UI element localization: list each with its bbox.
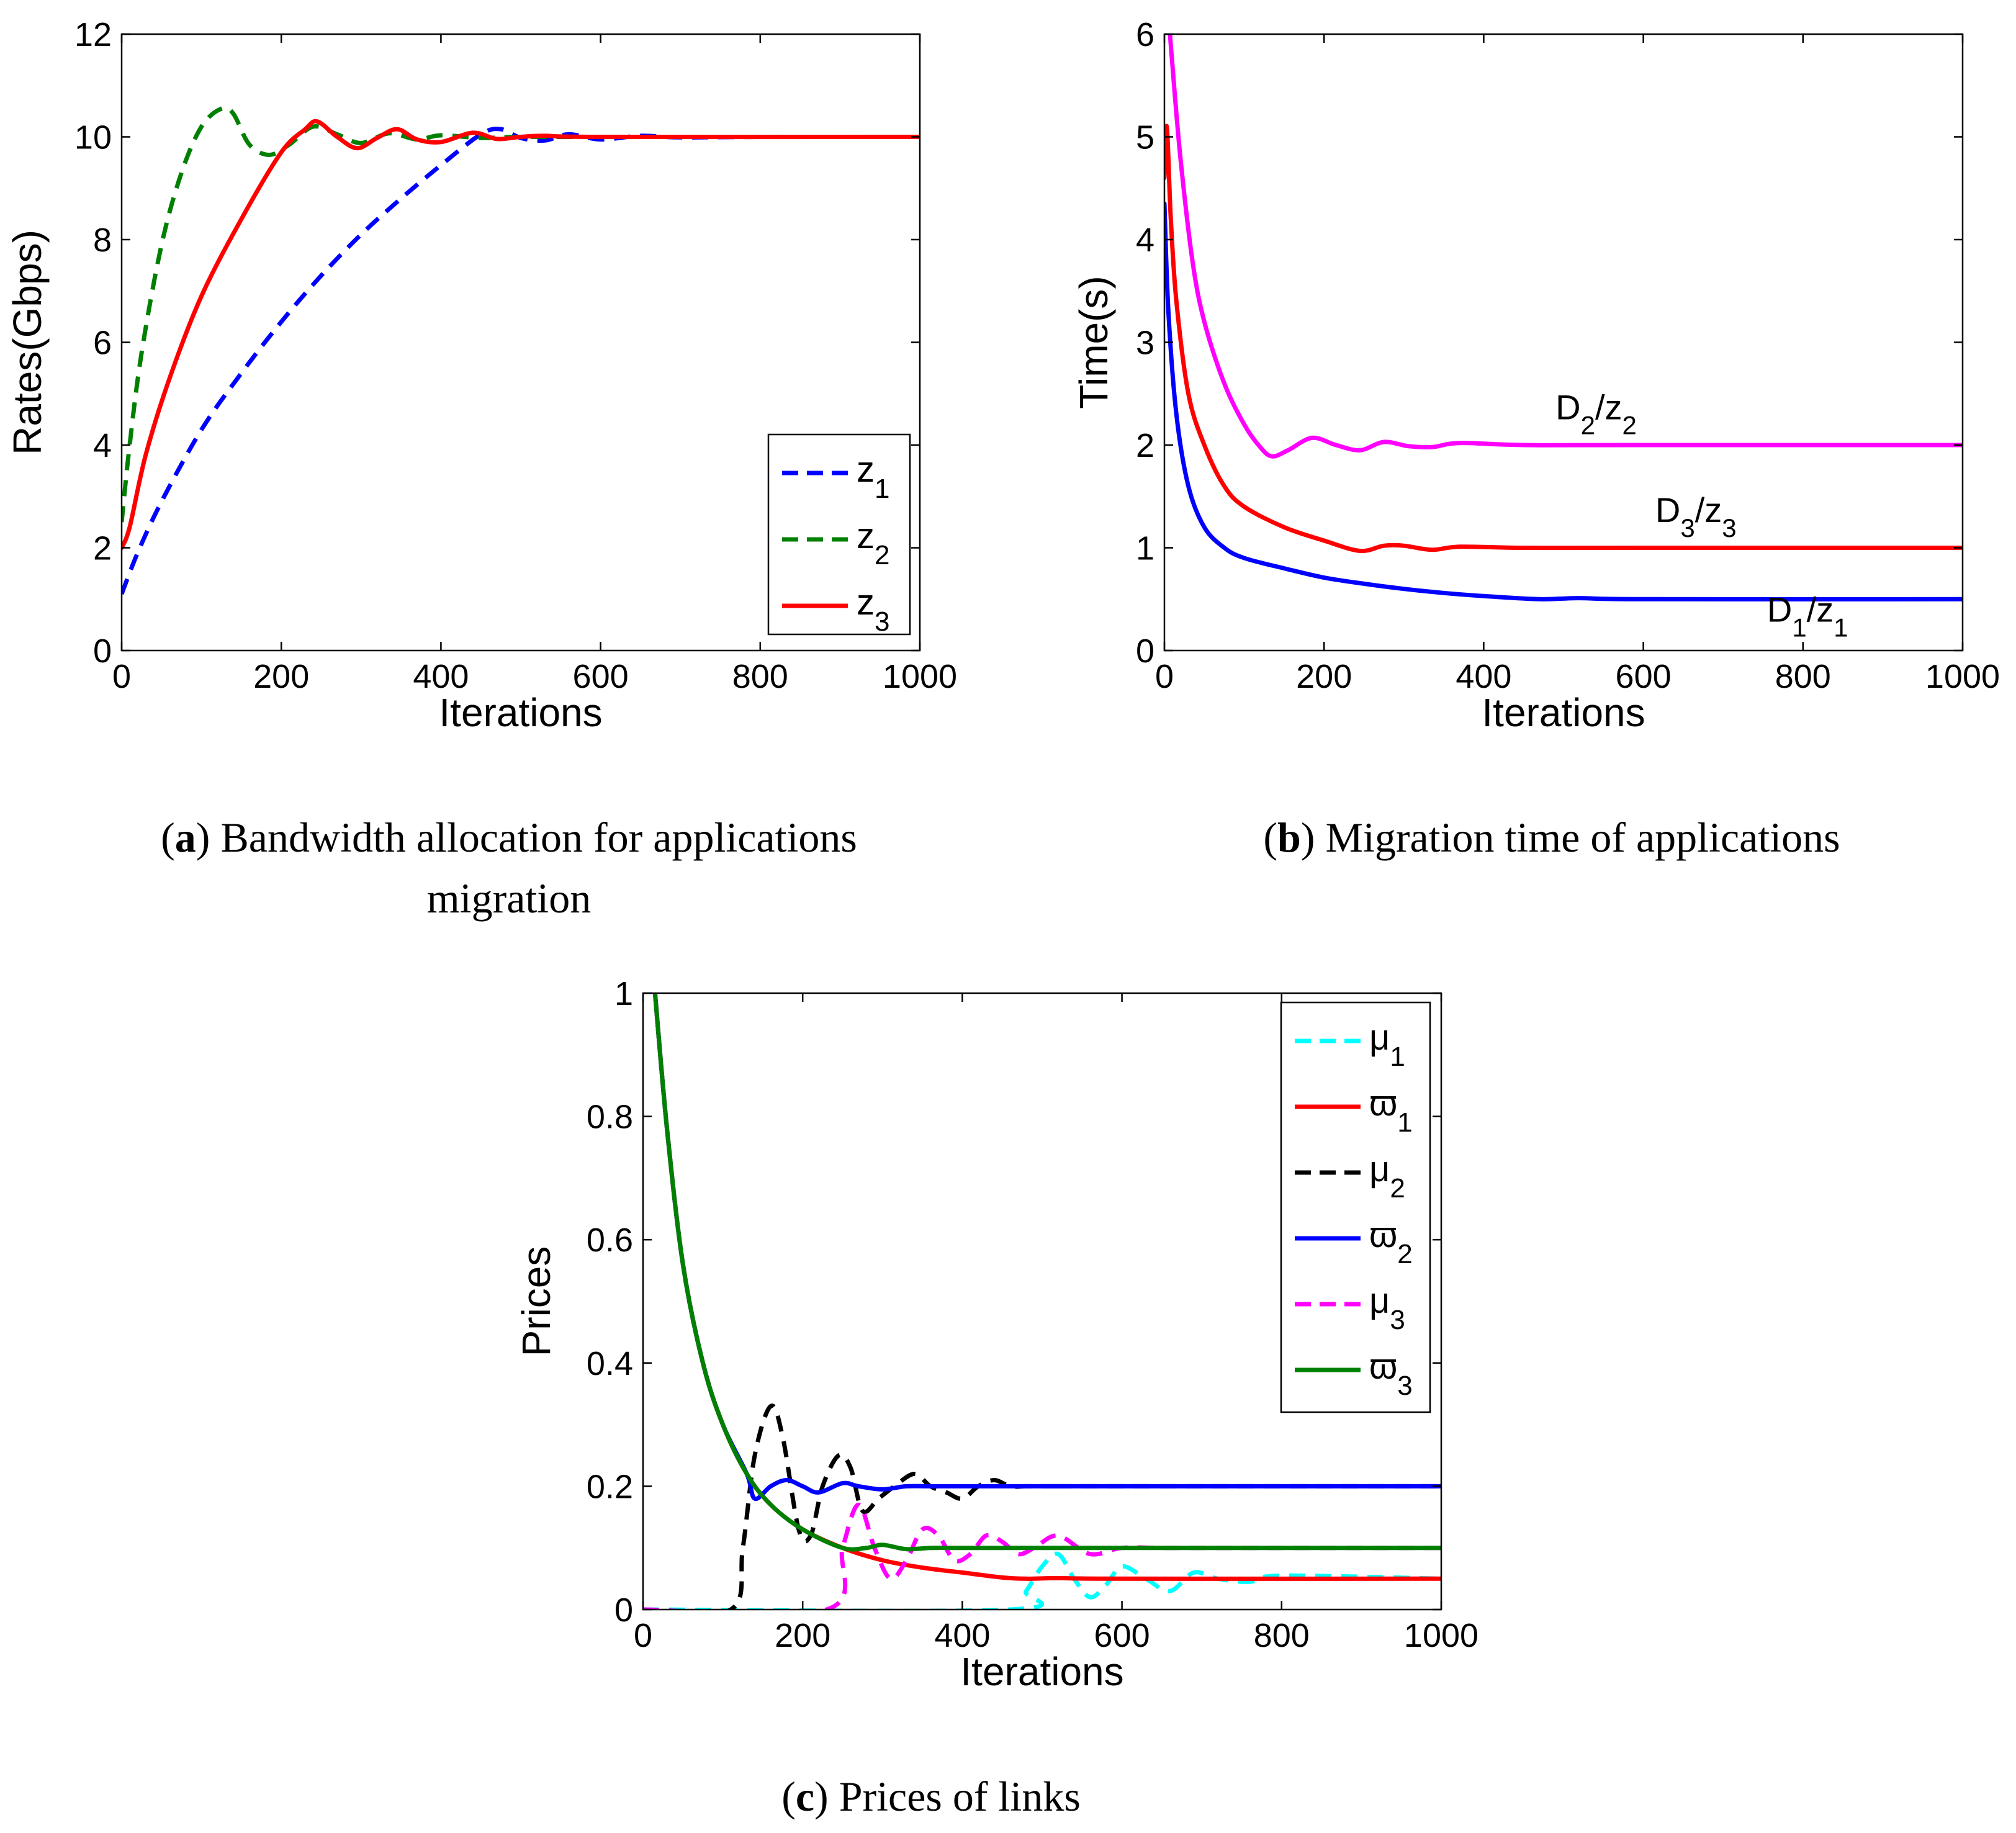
- x-tick-label: 600: [1094, 1617, 1150, 1654]
- plot-frame-c: [642, 992, 1442, 1611]
- y-tick-label: 4: [1136, 222, 1154, 259]
- caption-a: (a) Bandwidth allocation for application…: [161, 814, 857, 922]
- y-tick-label: 6: [93, 325, 112, 362]
- y-tick-label: 12: [74, 16, 112, 53]
- series-line-c-3: [643, 1502, 1441, 1610]
- chart-c: 0 200 400 600 800 1000 0 0.2 0.4 0.6 0.8 1 Iteration…: [514, 975, 1478, 1694]
- y-tick-label: 1: [1136, 530, 1154, 567]
- x-tick-label: 0: [634, 1617, 652, 1654]
- series-line-a-z1: [122, 127, 920, 595]
- series-line-b-d3z3: [1164, 124, 1963, 554]
- x-tick-label: 1000: [883, 658, 957, 695]
- series-annotation: D3/z3: [1655, 490, 1737, 543]
- x-tick-label: 1000: [1404, 1617, 1478, 1654]
- y-tick-label: 4: [93, 427, 112, 464]
- y-tick-label: 0.2: [587, 1468, 633, 1505]
- series-line-a-z3: [122, 119, 920, 550]
- series-line-c-2: [643, 1403, 1441, 1610]
- chart-a: 0 200 400 600 800 1000 0 2 4 6 8 10 12 Iterations Rate…: [5, 16, 957, 735]
- y-tick-label: 0.8: [587, 1099, 633, 1136]
- x-tick-label: 800: [1775, 658, 1831, 695]
- series-line-b-d1z1: [1164, 201, 1963, 601]
- series-group-c: [643, 993, 1441, 1610]
- x-tick-label: 600: [573, 658, 629, 695]
- chart-b: 0 200 400 600 800 1000 0 1 2 3 4 5 6 Iterations Time(s…: [1071, 16, 2000, 735]
- x-tick-label: 200: [1296, 658, 1352, 695]
- caption-c: (c) Prices of links: [781, 1773, 1081, 1820]
- y-tick-label: 1: [614, 975, 633, 1012]
- y-tick-label: 0: [614, 1592, 633, 1629]
- x-tick-label: 200: [253, 658, 309, 695]
- x-tick-label: 400: [413, 658, 469, 695]
- x-tick-label: 400: [1456, 658, 1511, 695]
- y-tick-label: 2: [93, 530, 112, 567]
- y-tick-label: 6: [1136, 16, 1154, 53]
- y-tick-label: 0: [93, 633, 112, 670]
- y-axis-label: Time(s): [1071, 276, 1116, 408]
- y-axis-label: Rates(Gbps): [5, 230, 50, 455]
- y-tick-label: 8: [93, 222, 112, 259]
- x-tick-label: 1000: [1925, 658, 2000, 695]
- x-tick-label: 0: [112, 658, 131, 695]
- y-axis-label: Prices: [514, 1246, 559, 1357]
- y-tick-label: 10: [74, 119, 112, 156]
- y-tick-label: 5: [1136, 119, 1154, 156]
- series-group-a: [122, 105, 920, 595]
- y-tick-label: 3: [1136, 325, 1154, 362]
- series-line-b-d2z2: [1168, 34, 1963, 459]
- y-tick-label: 2: [1136, 427, 1154, 464]
- series-line-c-3: [652, 993, 1441, 1552]
- legend-box: [1280, 1001, 1431, 1413]
- y-tick-label: 0.6: [587, 1222, 633, 1259]
- x-tick-label: 600: [1616, 658, 1672, 695]
- y-tick-label: 0: [1136, 633, 1154, 670]
- x-tick-label: 400: [934, 1617, 990, 1654]
- caption-b: (b) Migration time of applications: [1263, 814, 1840, 861]
- x-axis-label: Iterations: [439, 690, 602, 735]
- series-line-c-1: [643, 1551, 1441, 1610]
- x-tick-label: 800: [732, 658, 788, 695]
- plot-frame-b: [1163, 33, 1964, 652]
- x-tick-label: 800: [1254, 1617, 1310, 1654]
- series-annotation: D2/z2: [1555, 388, 1637, 440]
- legend-box: [767, 433, 911, 636]
- series-group-b: [1164, 34, 1963, 601]
- x-axis-label: Iterations: [1482, 690, 1645, 735]
- x-axis-label: Iterations: [960, 1649, 1123, 1694]
- y-tick-label: 0.4: [587, 1345, 633, 1382]
- x-tick-label: 0: [1155, 658, 1174, 695]
- x-tick-label: 200: [775, 1617, 830, 1654]
